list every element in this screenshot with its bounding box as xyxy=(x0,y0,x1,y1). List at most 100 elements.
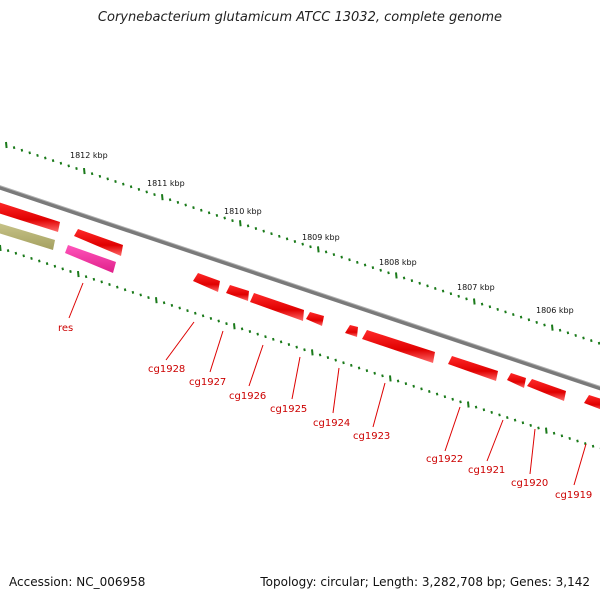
ruler-tick xyxy=(12,146,16,150)
ruler-tick xyxy=(162,301,166,305)
gene-feature xyxy=(362,330,435,363)
ruler-tick xyxy=(527,318,531,322)
gene-feature xyxy=(306,312,324,326)
gene-feature xyxy=(507,373,526,388)
ruler-tick xyxy=(139,293,142,297)
ruler-tick xyxy=(459,400,462,404)
ruler-tick xyxy=(545,427,548,434)
ruler-tick xyxy=(311,349,314,356)
ruler-tick xyxy=(207,211,211,215)
gene-feature xyxy=(527,379,566,401)
ruler-tick xyxy=(61,267,64,271)
ruler-tick xyxy=(270,232,273,236)
gene-label-cg1926[interactable]: cg1926 xyxy=(229,391,266,402)
ruler-tick xyxy=(551,324,554,331)
ruler-tick xyxy=(129,185,133,189)
gene-label-cg1919[interactable]: cg1919 xyxy=(555,490,592,501)
ruler-tick xyxy=(365,369,369,373)
ruler-tick xyxy=(161,194,164,201)
gene-labels: res cg1928 cg1927 cg1926 cg1925 cg1924 c… xyxy=(58,323,592,501)
ruler-tick xyxy=(155,297,158,304)
ruler-tick xyxy=(498,413,501,417)
ruler-tick xyxy=(412,384,415,388)
ruler-tick xyxy=(278,234,281,238)
gene-label-cg1923[interactable]: cg1923 xyxy=(353,431,390,442)
ruler-tick xyxy=(192,206,195,210)
ruler-tick xyxy=(537,426,540,430)
gene-feature xyxy=(0,202,60,232)
gene-label-cg1922[interactable]: cg1922 xyxy=(426,454,463,465)
ruler-tick xyxy=(449,292,453,296)
ruler-tick xyxy=(529,423,532,427)
ruler-tick xyxy=(53,264,57,268)
ruler-tick xyxy=(318,353,322,357)
ruler-tick xyxy=(558,328,562,332)
map-title: Corynebacterium glutamicum ATCC 13032, c… xyxy=(97,10,503,25)
ruler-tick xyxy=(309,245,312,249)
ruler-tick xyxy=(223,216,226,220)
ruler-tick xyxy=(402,276,406,280)
ruler-tick xyxy=(317,246,320,253)
ruler-tick xyxy=(426,284,429,288)
ruler-tick xyxy=(350,363,353,367)
gene-label-res[interactable]: res xyxy=(58,323,73,334)
ruler-tick xyxy=(513,418,517,422)
ruler-tick xyxy=(356,260,359,264)
ruler-tick xyxy=(334,358,337,362)
ruler-tick xyxy=(410,279,414,283)
gene-label-cg1924[interactable]: cg1924 xyxy=(313,418,350,429)
ruler-tick xyxy=(201,314,205,318)
ruler-tick xyxy=(434,286,437,290)
ruler-tick xyxy=(178,306,181,310)
ruler-tick xyxy=(348,258,351,262)
ruler-tick xyxy=(122,182,125,186)
ruler-tick xyxy=(215,213,219,217)
ruler-tick xyxy=(51,159,55,163)
ruler-tick xyxy=(597,341,600,345)
ruler-tick xyxy=(184,203,187,207)
gene-label-cg1925[interactable]: cg1925 xyxy=(270,404,307,415)
ruler-tick xyxy=(6,249,10,253)
ruler-tick xyxy=(428,389,431,393)
gene-feature xyxy=(226,285,249,301)
ruler-tick xyxy=(404,382,408,386)
gene-label-cg1920[interactable]: cg1920 xyxy=(511,478,548,489)
ruler-tick xyxy=(474,405,478,409)
ruler-tick xyxy=(535,320,538,324)
gene-label-cg1921[interactable]: cg1921 xyxy=(468,465,505,476)
ruler-tick xyxy=(357,366,361,370)
ruler-tick xyxy=(521,421,525,425)
gene-label-cg1928[interactable]: cg1928 xyxy=(148,364,185,375)
ruler-tick xyxy=(14,251,18,255)
ruler-tick xyxy=(373,371,376,375)
genome-summary-text: Topology: circular; Length: 3,282,708 bp… xyxy=(260,575,590,589)
gene-feature xyxy=(250,293,304,321)
accession-text: Accession: NC_006958 xyxy=(9,575,146,589)
ruler-tick xyxy=(5,141,8,149)
ruler-tick xyxy=(92,277,96,281)
ruler-tick xyxy=(200,208,203,212)
ruler-tick xyxy=(59,161,63,165)
gene-label-cg1927[interactable]: cg1927 xyxy=(189,377,226,388)
ruler-label: 1808 kbp xyxy=(379,258,417,267)
ruler-tick xyxy=(22,254,25,258)
ruler-tick xyxy=(231,219,234,223)
ruler-tick xyxy=(303,348,306,352)
ruler-tick xyxy=(75,166,78,170)
ruler-tick xyxy=(420,387,423,391)
ruler-tick xyxy=(114,180,117,184)
ruler-tick xyxy=(387,271,390,275)
ruler-tick xyxy=(519,315,523,319)
ruler-tick xyxy=(480,302,484,306)
ruler-tick xyxy=(69,269,72,273)
ruler-tick xyxy=(38,259,41,263)
ruler-tick xyxy=(84,275,88,279)
gene-feature xyxy=(584,395,600,410)
ruler-tick xyxy=(279,340,283,344)
ruler-tick xyxy=(264,335,267,339)
ruler-tick xyxy=(301,242,304,246)
ruler-tick xyxy=(147,296,150,300)
ruler-tick xyxy=(170,303,174,307)
ruler-tick xyxy=(83,167,86,175)
ruler-tick xyxy=(473,298,476,305)
